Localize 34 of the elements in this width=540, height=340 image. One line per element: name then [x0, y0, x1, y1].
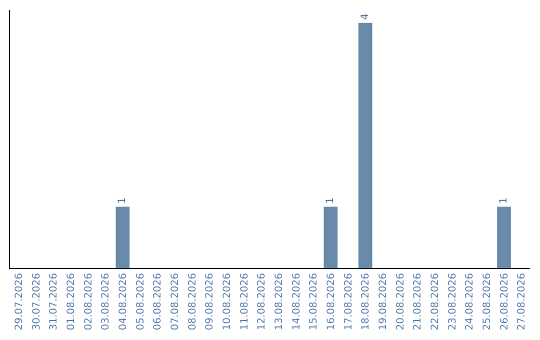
- x-tick-label: 30.07.2026: [31, 273, 42, 330]
- x-tick-label: 26.08.2026: [499, 273, 510, 330]
- x-tick-label: 23.08.2026: [447, 273, 458, 330]
- data-label: 1: [325, 197, 336, 204]
- x-tick-label: 20.08.2026: [395, 273, 406, 330]
- x-tick-label: 15.08.2026: [308, 273, 320, 330]
- x-tick-label: 05.08.2026: [135, 273, 146, 330]
- x-tick-label: 02.08.2026: [83, 273, 94, 330]
- data-label: 1: [117, 197, 128, 204]
- x-tick-label: 03.08.2026: [100, 273, 112, 330]
- x-tick-label: 10.08.2026: [222, 273, 233, 330]
- x-tick-label: 14.08.2026: [291, 273, 302, 330]
- x-tick-label: 04.08.2026: [118, 273, 129, 330]
- x-tick-label: 24.08.2026: [464, 273, 476, 330]
- x-tick-label: 12.08.2026: [256, 273, 268, 330]
- x-tick-label: 18.08.2026: [360, 273, 372, 330]
- x-tick-label: 31.07.2026: [48, 273, 60, 330]
- x-tick-label: 08.08.2026: [187, 273, 198, 330]
- x-tick-label: 06.08.2026: [152, 273, 164, 330]
- x-tick-label: 27.08.2026: [516, 273, 528, 330]
- x-tick-label: 01.08.2026: [66, 273, 77, 330]
- x-tick-label: 09.08.2026: [204, 273, 216, 330]
- x-tick-label: 07.08.2026: [170, 273, 181, 330]
- x-tick-label: 22.08.2026: [430, 273, 441, 330]
- x-tick-label: 13.08.2026: [274, 273, 285, 330]
- x-tick-label: 21.08.2026: [412, 273, 424, 330]
- x-tick-label: 11.08.2026: [239, 273, 250, 330]
- data-label: 4: [360, 14, 371, 20]
- x-tick-label: 16.08.2026: [326, 273, 337, 330]
- x-tick-label: 17.08.2026: [343, 273, 354, 330]
- x-tick-label: 19.08.2026: [378, 273, 389, 330]
- x-tick-label: 25.08.2026: [482, 273, 493, 330]
- data-label: 1: [498, 197, 510, 204]
- x-tick-label: 29.07.2026: [14, 273, 25, 330]
